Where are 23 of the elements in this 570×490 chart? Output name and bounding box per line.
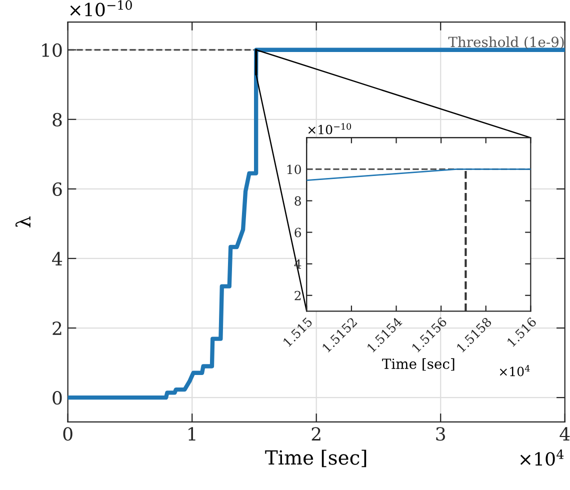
annotation: ×10$^{4}$ bbox=[500, 365, 530, 376]
y-tick-label: 4 bbox=[52, 252, 62, 266]
text: ×10$^{−10}$ bbox=[70, 0, 132, 16]
y-tick-label: 10 bbox=[42, 43, 62, 57]
x-axis-title: Time [sec] bbox=[265, 450, 366, 468]
y-tick-label: 6 bbox=[52, 182, 62, 196]
y-axis-title: λ bbox=[16, 216, 30, 228]
y-tick-label: 10 bbox=[287, 164, 301, 174]
x-tick-label: 2 bbox=[312, 427, 320, 440]
x-axis-title: Time [sec] bbox=[382, 358, 454, 371]
line-series bbox=[68, 48, 565, 400]
ref-line-label: Threshold (1e-9) bbox=[448, 36, 564, 50]
x-tick-label: 3 bbox=[436, 427, 446, 441]
text: ×10$^{4}$ bbox=[520, 450, 564, 466]
x-tick-label: 1 bbox=[188, 427, 196, 440]
annotation: ×10$^{−10}$ bbox=[308, 123, 352, 134]
y-tick-label: 8 bbox=[52, 112, 62, 127]
y-tick-label: 2 bbox=[294, 290, 301, 300]
y-tick-label: 8 bbox=[294, 196, 301, 206]
x-tick-label: 0 bbox=[63, 427, 72, 441]
y-tick-label: 6 bbox=[294, 228, 302, 238]
x-tick-label: 4 bbox=[560, 427, 570, 440]
y-tick-label: 0 bbox=[52, 391, 62, 405]
